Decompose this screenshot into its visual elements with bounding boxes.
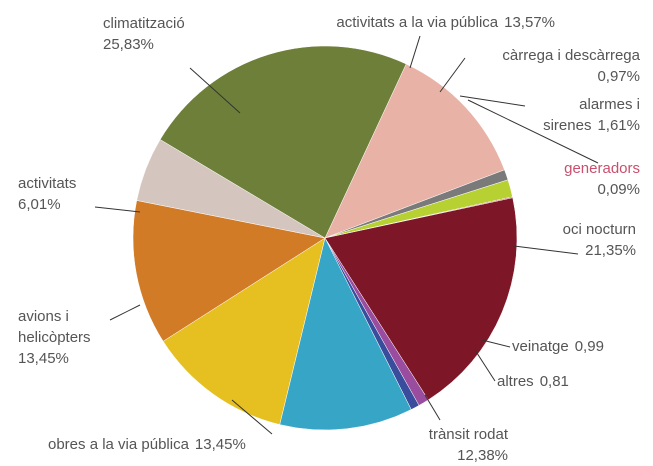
pie-slice: [279, 237, 412, 431]
slice-label: climatització 25,83%: [103, 13, 303, 55]
leader-line: [424, 394, 441, 421]
leader-line: [231, 399, 273, 435]
slice-label: oci nocturn 21,35%: [436, 219, 636, 261]
slice-label: obres a la via pública 13,45%: [48, 434, 246, 455]
slice-value: 13,45%: [18, 350, 69, 367]
leader-line: [474, 349, 496, 382]
slice-name: veinatge: [512, 338, 569, 355]
leader-line: [409, 35, 421, 69]
slice-name: generadors: [564, 160, 640, 177]
pie-slice: [162, 237, 326, 425]
leader-line: [513, 245, 579, 255]
slice-value: 0,99: [574, 338, 604, 355]
slice-name: altres: [497, 373, 534, 390]
slice-name: avions i helicòpters: [18, 308, 91, 346]
slice-value: 1,61%: [597, 117, 640, 134]
leader-line: [439, 57, 466, 93]
slice-label: activitats 6,01%: [18, 173, 218, 215]
slice-name: climatització: [103, 15, 185, 32]
slice-name: oci nocturn: [562, 221, 636, 238]
leader-line: [109, 304, 141, 321]
slice-label: trànsit rodat 12,38%: [308, 424, 508, 466]
slice-name: alarmes i sirenes: [543, 96, 640, 134]
slice-name: càrrega i descàrrega: [502, 47, 640, 64]
leader-line: [467, 99, 599, 164]
slice-value: 21,35%: [585, 242, 636, 259]
pie-slice: [159, 45, 407, 239]
slice-name: obres a la via pública: [48, 436, 189, 453]
slice-value: 0,81: [539, 373, 569, 390]
slice-label: generadors 0,09%: [440, 158, 640, 200]
slice-value: 0,97%: [597, 68, 640, 85]
leader-line: [94, 206, 141, 213]
slice-value: 13,57%: [504, 14, 555, 31]
slice-value: 25,83%: [103, 36, 154, 53]
pie-slice: [324, 63, 505, 239]
slice-label: veinatge 0,99: [512, 336, 604, 357]
slice-value: 13,45%: [194, 436, 246, 453]
slice-value: 12,38%: [457, 447, 508, 464]
slice-label: càrrega i descàrrega 0,97%: [440, 45, 640, 87]
slice-label: altres 0,81: [497, 371, 569, 392]
leader-line: [459, 95, 526, 107]
slice-value: 0,09%: [597, 181, 640, 198]
pie-slice: [132, 200, 326, 342]
slice-value: 6,01%: [18, 196, 61, 213]
slice-name: activitats a la via pública: [336, 14, 499, 31]
pie-slice: [324, 197, 518, 401]
slice-name: activitats: [18, 175, 77, 192]
leader-line: [481, 339, 511, 348]
slice-label: alarmes i sirenes 1,61%: [522, 94, 640, 136]
slice-name: trànsit rodat: [428, 426, 508, 443]
leader-line: [189, 67, 241, 114]
slice-label: avions i helicòpters 13,45%: [18, 306, 128, 369]
slice-label: activitats a la via pública 13,57%: [336, 12, 555, 33]
